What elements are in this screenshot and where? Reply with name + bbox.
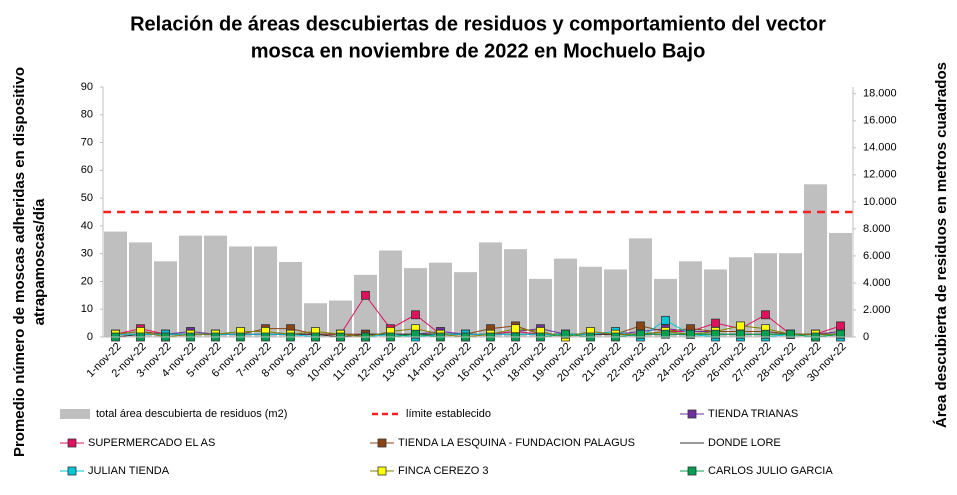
series-marker bbox=[636, 321, 645, 331]
bar bbox=[254, 246, 277, 337]
bar bbox=[229, 246, 252, 337]
legend-swatch bbox=[60, 409, 90, 419]
bar bbox=[379, 250, 402, 337]
y-axis-title: Promedio número de moscas adheridas en d… bbox=[11, 67, 28, 457]
chart-title: mosca en noviembre de 2022 en Mochuelo B… bbox=[251, 40, 706, 62]
chart-title: Relación de áreas descubiertas de residu… bbox=[130, 13, 826, 35]
series-marker bbox=[836, 329, 845, 339]
legend-marker bbox=[67, 466, 77, 476]
bar bbox=[529, 278, 552, 337]
series-marker bbox=[711, 329, 720, 339]
series-marker bbox=[761, 329, 770, 339]
bar bbox=[654, 278, 677, 337]
y2-axis-title: Área descubierta de residuos en metros c… bbox=[933, 62, 950, 428]
y-tick-label: 0 bbox=[87, 331, 93, 343]
legend-label: DONDE LORE bbox=[708, 437, 781, 449]
series-marker bbox=[661, 329, 670, 339]
legend-label: límite establecido bbox=[406, 408, 491, 420]
bar bbox=[429, 262, 452, 337]
legend-marker bbox=[377, 438, 387, 448]
bar bbox=[704, 269, 727, 337]
bar bbox=[179, 235, 202, 337]
y2-tick-label: 6.000 bbox=[863, 250, 891, 262]
y-tick-label: 90 bbox=[81, 81, 93, 93]
series-marker bbox=[711, 318, 720, 328]
legend-label: JULIAN TIENDA bbox=[88, 465, 170, 477]
bar bbox=[154, 261, 177, 337]
y2-tick-label: 14.000 bbox=[863, 142, 897, 154]
bar bbox=[604, 269, 627, 337]
bar bbox=[354, 274, 377, 337]
y-tick-label: 50 bbox=[81, 192, 93, 204]
y-tick-label: 60 bbox=[81, 164, 93, 176]
bar bbox=[304, 303, 327, 337]
y2-tick-label: 12.000 bbox=[863, 169, 897, 181]
series-marker bbox=[411, 310, 420, 320]
series-marker bbox=[786, 329, 795, 339]
series-marker bbox=[636, 329, 645, 339]
legend-label: CARLOS JULIO GARCIA bbox=[708, 465, 833, 477]
legend-marker bbox=[377, 466, 387, 476]
series-marker bbox=[761, 310, 770, 320]
bar bbox=[579, 266, 602, 337]
y-tick-label: 20 bbox=[81, 275, 93, 287]
y-tick-label: 40 bbox=[81, 220, 93, 232]
bar bbox=[679, 261, 702, 337]
y-tick-label: 80 bbox=[81, 109, 93, 121]
y-tick-label: 70 bbox=[81, 136, 93, 148]
y2-tick-label: 0 bbox=[863, 331, 869, 343]
series-marker bbox=[561, 329, 570, 339]
bar bbox=[829, 232, 852, 337]
legend-label: FINCA CEREZO 3 bbox=[398, 465, 488, 477]
y-tick-label: 30 bbox=[81, 248, 93, 260]
bar bbox=[504, 249, 527, 337]
series-marker bbox=[361, 290, 370, 300]
y-tick-label: 10 bbox=[81, 303, 93, 315]
legend-marker bbox=[687, 466, 697, 476]
bar bbox=[554, 258, 577, 337]
bar bbox=[754, 253, 777, 337]
legend-marker bbox=[687, 409, 697, 419]
y2-tick-label: 2.000 bbox=[863, 304, 891, 316]
legend-label: TIENDA TRIANAS bbox=[708, 408, 798, 420]
bar bbox=[204, 235, 227, 337]
series-marker bbox=[736, 329, 745, 339]
series-marker bbox=[736, 321, 745, 331]
y-axis-title: atrapamoscas/día bbox=[31, 198, 48, 325]
bar bbox=[804, 184, 827, 337]
bar bbox=[729, 257, 752, 337]
bar bbox=[104, 231, 127, 337]
bar bbox=[279, 262, 302, 337]
y2-tick-label: 4.000 bbox=[863, 277, 891, 289]
y2-tick-label: 8.000 bbox=[863, 223, 891, 235]
series-marker bbox=[686, 329, 695, 339]
bar bbox=[129, 242, 152, 337]
series-marker bbox=[511, 324, 520, 334]
bar bbox=[779, 253, 802, 337]
bar bbox=[479, 242, 502, 337]
y2-tick-label: 18.000 bbox=[863, 88, 897, 100]
y2-tick-label: 16.000 bbox=[863, 115, 897, 127]
series-marker bbox=[411, 329, 420, 339]
series-marker bbox=[836, 321, 845, 331]
series-marker bbox=[661, 315, 670, 325]
bar bbox=[454, 272, 477, 337]
bar bbox=[629, 238, 652, 337]
bar bbox=[329, 300, 352, 337]
legend-marker bbox=[67, 438, 77, 448]
legend-label: total área descubierta de residuos (m2) bbox=[96, 408, 287, 420]
y2-tick-label: 10.000 bbox=[863, 196, 897, 208]
legend-label: SUPERMERCADO EL AS bbox=[88, 437, 215, 449]
legend-label: TIENDA LA ESQUINA - FUNDACION PALAGUS bbox=[398, 437, 635, 449]
